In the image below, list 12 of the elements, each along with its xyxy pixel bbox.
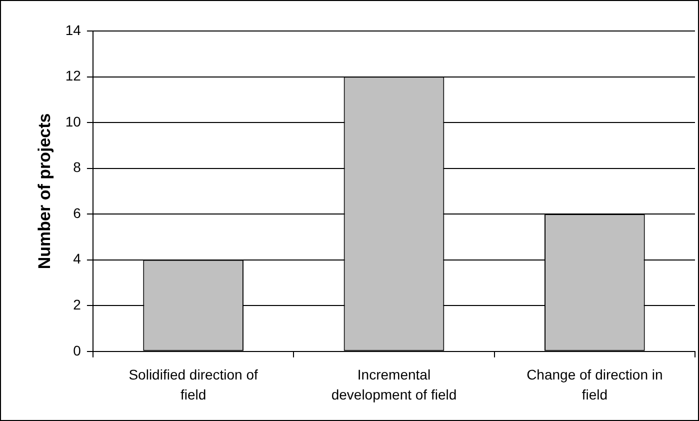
y-tick-label: 12 <box>65 68 82 84</box>
y-tick-label: 0 <box>73 342 82 358</box>
y-tick-label: 8 <box>73 159 82 176</box>
y-tick-label: 2 <box>73 296 82 312</box>
x-tick-label: Incremental development of field <box>331 366 457 403</box>
y-tick-label: 6 <box>73 204 82 221</box>
y-axis-title: Number of projects <box>34 113 54 270</box>
y-tick-label: 4 <box>73 250 82 267</box>
x-tick-label: Change of direction in field <box>526 366 663 403</box>
y-tick-label: 10 <box>65 113 82 130</box>
x-tick-label: Solidified direction of field <box>128 366 258 403</box>
y-tick-label: 14 <box>65 22 82 38</box>
